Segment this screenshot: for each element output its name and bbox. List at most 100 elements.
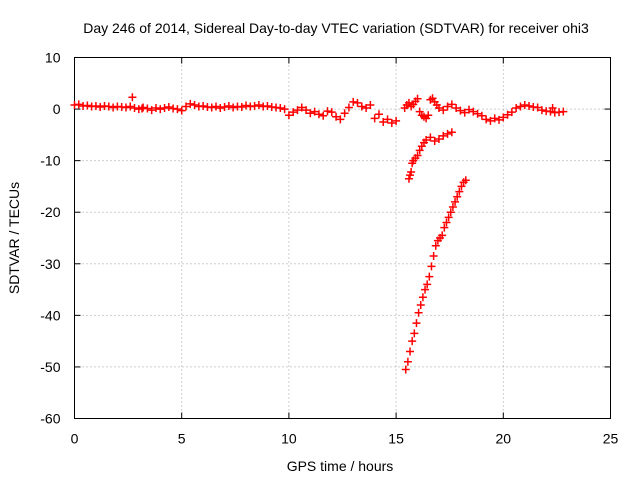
data-point-main-track [181, 102, 190, 111]
data-point-main-track [199, 101, 208, 110]
data-point-main-track [340, 109, 349, 118]
data-point-middle-segments [407, 167, 416, 176]
data-point-steep-ramp [414, 308, 423, 317]
data-point-outliers [548, 104, 557, 113]
data-point-steep-ramp [429, 252, 438, 261]
data-point-steep-ramp [461, 176, 470, 185]
tick-marks [74, 57, 611, 419]
data-point-middle-segments [430, 137, 439, 146]
data-point-upper-segments [495, 115, 504, 124]
data-point-main-track [302, 106, 311, 115]
data-point-upper-segments [482, 115, 491, 124]
data-point-upper-segments [464, 105, 473, 114]
y-tick-label: 10 [45, 50, 61, 66]
data-point-main-track [366, 100, 375, 109]
x-tick-label: 25 [603, 431, 619, 447]
x-axis-label: GPS time / hours [287, 458, 394, 474]
data-point-main-track [374, 110, 383, 119]
data-point-steep-ramp [421, 285, 430, 294]
data-point-main-track [349, 97, 358, 106]
data-point-steep-ramp [448, 203, 457, 212]
plot-frame [74, 57, 611, 419]
y-tick-label: -40 [40, 307, 60, 323]
data-point-main-track [186, 99, 195, 108]
y-tick-label: -20 [40, 204, 60, 220]
data-point-outliers [128, 93, 137, 102]
y-tick-label: -10 [40, 153, 60, 169]
data-point-upper-segments [473, 109, 482, 118]
y-tick-labels: 10 0 -10 -20 -30 -40 -50 -60 [40, 50, 60, 427]
data-point-steep-ramp [440, 223, 449, 232]
data-point-upper-segments [439, 106, 448, 115]
data-point-steep-ramp [418, 293, 427, 302]
data-point-steep-ramp [427, 262, 436, 271]
data-point-main-track [323, 107, 332, 116]
data-point-upper-segments [503, 110, 512, 119]
data-point-middle-segments [434, 134, 443, 143]
data-point-steep-ramp [403, 357, 412, 366]
data-point-upper-segments [533, 103, 542, 112]
data-point-steep-ramp [406, 347, 415, 356]
data-point-steep-ramp [442, 218, 451, 227]
data-point-main-track [237, 103, 246, 112]
data-point-main-track [74, 100, 83, 109]
data-point-main-track [332, 112, 341, 121]
data-point-middle-segments [447, 128, 456, 137]
data-point-middle-segments [422, 136, 431, 145]
data-point-main-track [173, 105, 182, 114]
data-point-upper-segments [520, 100, 529, 109]
data-point-main-track [83, 101, 92, 110]
data-point-main-track [220, 103, 229, 112]
data-point-upper-segments [559, 107, 568, 116]
data-point-steep-ramp [431, 241, 440, 250]
data-point-upper-segments [499, 113, 508, 122]
data-points [70, 93, 568, 374]
data-point-main-track [160, 104, 169, 113]
x-tick-label: 5 [178, 431, 186, 447]
data-point-steep-ramp [410, 329, 419, 338]
data-point-steep-ramp [451, 197, 460, 206]
data-point-upper-segments [452, 104, 461, 113]
y-tick-label: 0 [53, 101, 61, 117]
data-point-outliers [138, 104, 147, 113]
data-point-middle-segments [439, 131, 448, 140]
data-point-main-track [91, 101, 100, 110]
data-point-main-track [216, 104, 225, 113]
data-point-upper-segments [443, 102, 452, 111]
data-point-main-track [306, 109, 315, 118]
data-point-upper-segments [537, 106, 546, 115]
data-point-main-track [229, 103, 238, 112]
data-point-upper-segments [469, 107, 478, 116]
x-tick-labels: 0 5 10 15 20 25 [71, 431, 619, 447]
data-point-upper-segments [486, 116, 495, 125]
data-point-middle-segments [404, 174, 413, 183]
data-point-main-track [327, 108, 336, 117]
data-point-upper-segments [434, 104, 443, 113]
y-tick-label: -30 [40, 256, 60, 272]
data-point-main-track [242, 101, 251, 110]
data-point-main-track [263, 101, 272, 110]
data-point-upper-segments [507, 108, 516, 117]
data-point-steep-ramp [453, 192, 462, 201]
data-point-main-track [293, 106, 302, 115]
x-tick-label: 10 [281, 431, 297, 447]
data-point-upper-segments [525, 101, 534, 110]
data-point-main-track [336, 115, 345, 124]
y-tick-label: -50 [40, 359, 60, 375]
data-point-steep-ramp [457, 182, 466, 191]
data-point-upper-segments [424, 111, 433, 120]
data-point-main-track [254, 100, 263, 109]
data-point-main-track [276, 104, 285, 113]
data-point-main-track [164, 103, 173, 112]
data-point-main-track [284, 111, 293, 120]
data-point-steep-ramp [438, 231, 447, 240]
data-point-upper-segments [490, 114, 499, 123]
data-point-steep-ramp [423, 280, 432, 289]
data-point-upper-segments [447, 100, 456, 109]
data-point-upper-segments [477, 111, 486, 120]
data-point-main-track [147, 106, 156, 115]
data-point-main-track [126, 102, 135, 111]
data-point-main-track [212, 102, 221, 111]
data-point-main-track [177, 106, 186, 115]
data-point-main-track [139, 103, 148, 112]
